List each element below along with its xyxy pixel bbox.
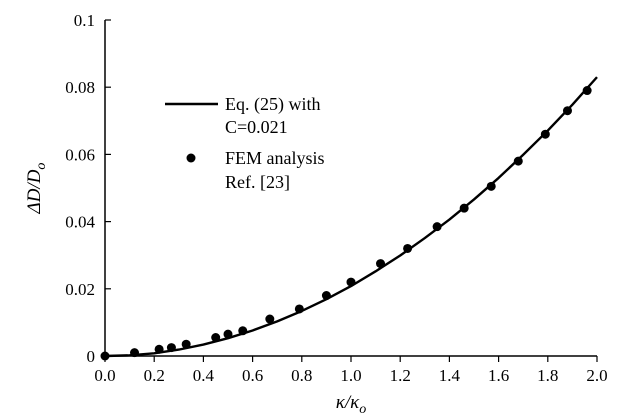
ticks: 0.0 0.2 0.4 0.6 0.8 1.0 1.2 1.4 1.6 1.8 2.0 0 0.02 0.…	[65, 11, 607, 385]
data-point-fem	[181, 339, 191, 349]
series-line-eq25	[104, 76, 598, 358]
y-tick-label: 0.1	[74, 11, 95, 30]
data-point-fem	[321, 291, 331, 301]
x-tick-label: 0.6	[242, 366, 263, 385]
x-axis-label-subscript: o	[359, 402, 366, 415]
legend-label-fem-line2: Ref. [23]	[225, 172, 290, 192]
data-point-fem	[540, 129, 550, 139]
x-tick-label: 0.4	[193, 366, 215, 385]
legend-label-fem-line1: FEM analysis	[225, 148, 325, 168]
data-point-fem	[154, 344, 164, 354]
data-point-fem	[238, 326, 248, 336]
x-tick-label: 1.0	[340, 366, 361, 385]
y-tick-label: 0	[87, 347, 96, 366]
y-tick-label: 0.08	[65, 78, 95, 97]
data-point-fem	[486, 181, 496, 191]
data-point-fem	[265, 314, 275, 324]
series-layer	[100, 76, 598, 361]
data-point-fem	[294, 304, 304, 314]
data-point-fem	[223, 329, 233, 339]
y-tick-label: 0.02	[65, 280, 95, 299]
x-tick-label: 2.0	[586, 366, 607, 385]
axes	[104, 20, 597, 357]
data-point-fem	[582, 86, 592, 96]
legend-label-eq25-line2: C=0.021	[225, 117, 288, 137]
y-tick-label: 0.04	[65, 213, 95, 232]
data-point-fem	[166, 343, 176, 353]
data-point-fem	[346, 277, 356, 287]
data-point-fem	[513, 156, 523, 166]
data-point-fem	[432, 222, 442, 232]
data-point-fem	[403, 243, 413, 253]
y-axis-label: ΔD/Do	[24, 163, 49, 215]
data-point-fem	[459, 203, 469, 213]
legend-label-eq25-line1: Eq. (25) with	[225, 94, 320, 115]
data-point-fem	[130, 348, 140, 358]
x-tick-label: 1.2	[390, 366, 411, 385]
data-point-fem	[376, 259, 386, 269]
x-tick-label: 1.4	[439, 366, 461, 385]
data-point-fem	[100, 351, 110, 361]
x-tick-label: 1.6	[488, 366, 509, 385]
y-tick-label: 0.06	[65, 145, 95, 164]
x-tick-label: 0.2	[144, 366, 165, 385]
x-tick-label: 0.8	[291, 366, 312, 385]
x-tick-label: 1.8	[537, 366, 558, 385]
x-axis-label-main: κ/κ	[336, 392, 360, 413]
legend-dot-symbol	[186, 153, 196, 163]
y-axis-label-subscript: o	[34, 163, 49, 170]
x-axis-label: κ/κo	[336, 392, 367, 415]
x-tick-label: 0.0	[94, 366, 115, 385]
data-point-fem	[211, 333, 221, 343]
y-axis-label-main: ΔD/D	[24, 169, 45, 214]
data-point-fem	[562, 106, 572, 116]
